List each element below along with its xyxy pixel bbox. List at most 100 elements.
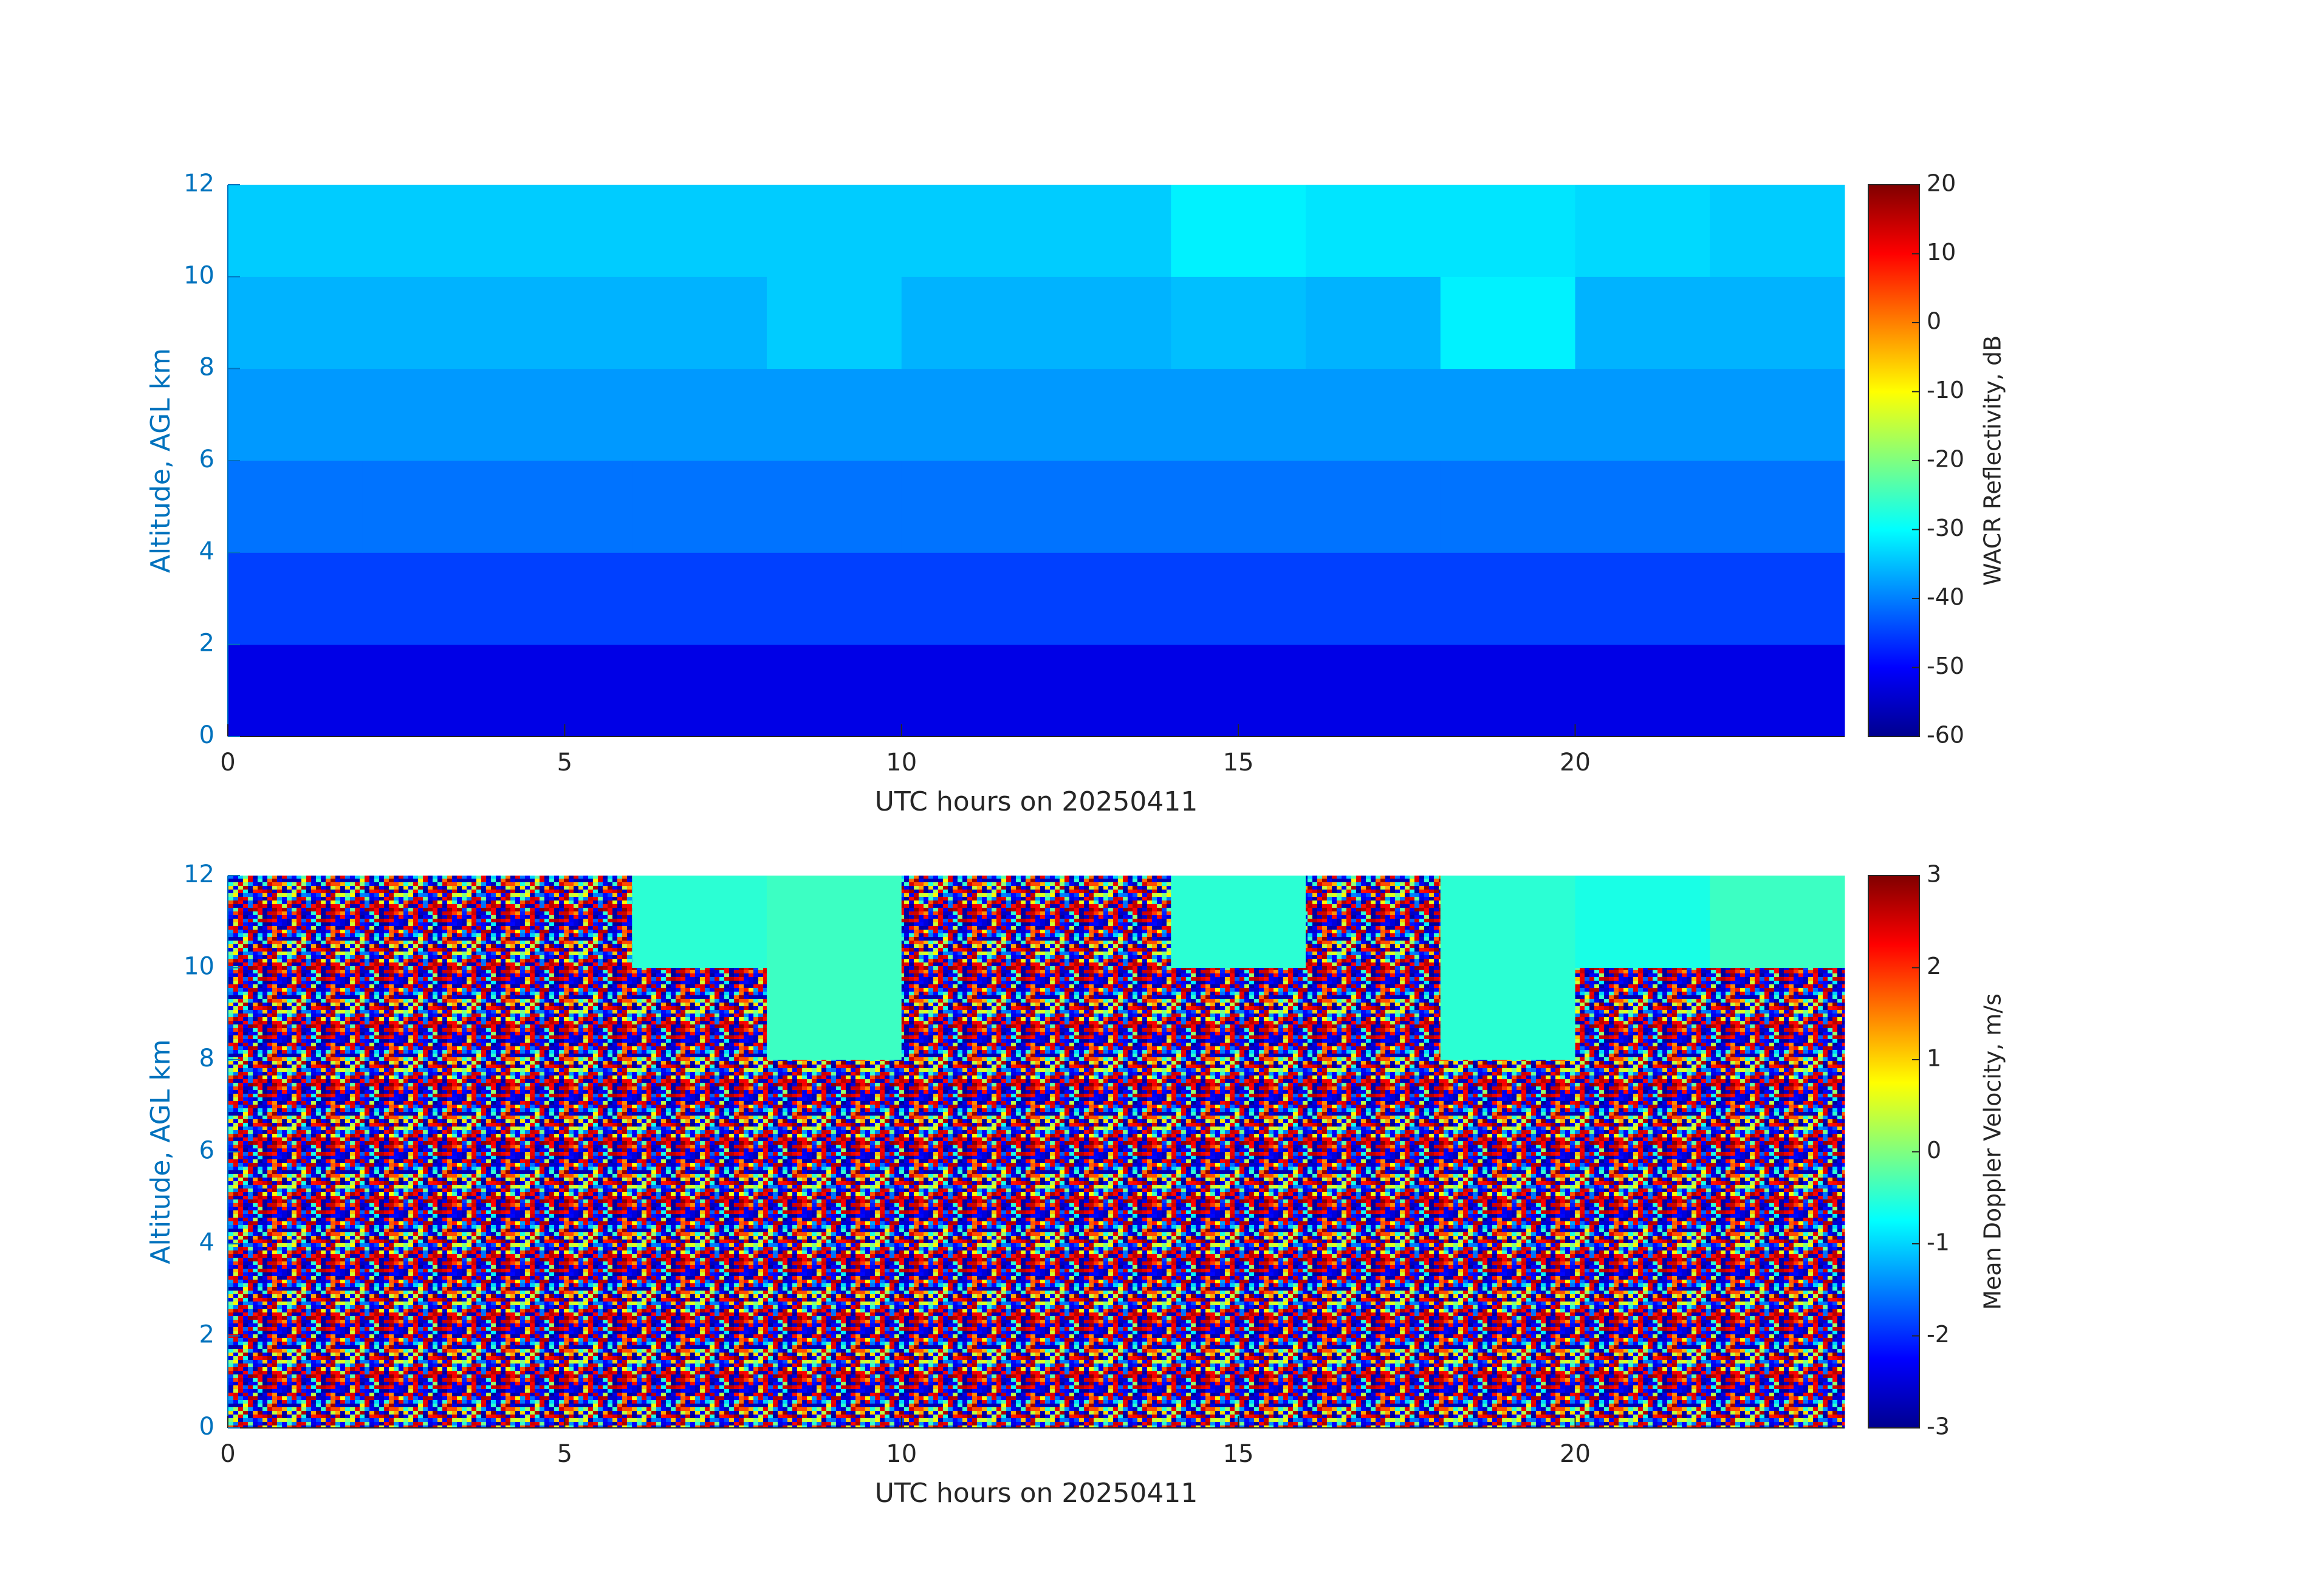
x-tick-label: 5 bbox=[557, 1440, 572, 1468]
noise-region bbox=[1710, 1151, 1845, 1244]
noise-region bbox=[362, 876, 498, 968]
x-tick-label: 10 bbox=[886, 1440, 917, 1468]
noise-region bbox=[228, 1244, 363, 1336]
heatmap-cell bbox=[1575, 644, 1710, 737]
noise-region bbox=[1440, 1244, 1575, 1336]
heatmap-cell bbox=[497, 368, 632, 461]
heatmap-cell bbox=[632, 185, 767, 277]
heatmap-cell bbox=[228, 461, 363, 553]
heatmap-cell bbox=[228, 276, 363, 369]
noise-region bbox=[901, 876, 1037, 968]
heatmap-cell bbox=[362, 644, 498, 737]
noise-region bbox=[228, 876, 363, 968]
heatmap-cell bbox=[362, 552, 498, 645]
noise-region bbox=[632, 1151, 767, 1244]
noise-region bbox=[901, 1336, 1037, 1429]
noise-region bbox=[1306, 1151, 1441, 1244]
noise-region bbox=[1171, 1244, 1306, 1336]
heatmap-cell bbox=[767, 185, 902, 277]
heatmap-cell bbox=[767, 552, 902, 645]
y-tick-label: 2 bbox=[199, 629, 214, 657]
heatmap-cell bbox=[1440, 876, 1575, 968]
heatmap-cell bbox=[1710, 276, 1845, 369]
heatmap-cell bbox=[362, 276, 498, 369]
heatmap-cell bbox=[1575, 552, 1710, 645]
heatmap-cell bbox=[1575, 276, 1710, 369]
colorbar-tick-label: -10 bbox=[1927, 377, 1964, 403]
x-tick-label: 0 bbox=[220, 1440, 235, 1468]
noise-region bbox=[1710, 1336, 1845, 1429]
colorbar-tick-label: -40 bbox=[1927, 584, 1964, 611]
colorbar-label: WACR Reflectivity, dB bbox=[1980, 335, 2006, 586]
noise-region bbox=[1575, 967, 1710, 1060]
noise-region bbox=[497, 1151, 632, 1244]
y-tick-label: 12 bbox=[183, 860, 214, 888]
x-axis-label: UTC hours on 20250411 bbox=[875, 1478, 1198, 1509]
noise-region bbox=[497, 967, 632, 1060]
noise-region bbox=[1036, 1244, 1171, 1336]
colorbar-tick-label: 20 bbox=[1927, 170, 1956, 197]
x-tick-label: 15 bbox=[1223, 1440, 1254, 1468]
heatmap-cell bbox=[362, 368, 498, 461]
noise-region bbox=[767, 1060, 902, 1152]
noise-region bbox=[1036, 876, 1171, 968]
heatmap-cell bbox=[901, 644, 1037, 737]
y-axis-label: Altitude, AGL km bbox=[145, 348, 176, 573]
heatmap-cell bbox=[228, 185, 363, 277]
y-tick-label: 10 bbox=[183, 953, 214, 981]
y-tick-label: 4 bbox=[199, 537, 214, 565]
heatmap-cell bbox=[1036, 552, 1171, 645]
x-tick-label: 20 bbox=[1560, 749, 1591, 777]
colorbar-tick-label: 10 bbox=[1927, 239, 1956, 266]
noise-region bbox=[1440, 1336, 1575, 1429]
noise-region bbox=[1575, 1151, 1710, 1244]
noise-region bbox=[1171, 967, 1306, 1060]
noise-region bbox=[1306, 1244, 1441, 1336]
noise-region bbox=[1171, 1060, 1306, 1152]
x-axis-label: UTC hours on 20250411 bbox=[875, 786, 1198, 817]
colorbar bbox=[1868, 184, 1920, 737]
colorbar-tick-label: -50 bbox=[1927, 653, 1964, 679]
colorbar-tick-label: -20 bbox=[1927, 446, 1964, 473]
heatmap-cell bbox=[1710, 461, 1845, 553]
noise-region bbox=[1710, 1244, 1845, 1336]
colorbar-tick-label: 3 bbox=[1927, 861, 1941, 888]
heatmap-cell bbox=[767, 276, 902, 369]
heatmap-cell bbox=[767, 876, 902, 968]
colorbar-tick-label: -3 bbox=[1927, 1413, 1950, 1440]
x-tick-label: 20 bbox=[1560, 1440, 1591, 1468]
heatmap-cell bbox=[767, 967, 902, 1060]
noise-region bbox=[228, 1151, 363, 1244]
noise-region bbox=[362, 967, 498, 1060]
y-tick-label: 0 bbox=[199, 1413, 214, 1441]
heatmap-cell bbox=[1171, 368, 1306, 461]
heatmap-cell bbox=[497, 461, 632, 553]
heatmap-cell bbox=[1710, 644, 1845, 737]
colorbar-tick-label: 2 bbox=[1927, 953, 1941, 979]
heatmap-cell bbox=[1440, 276, 1575, 369]
heatmap-cell bbox=[632, 461, 767, 553]
y-tick-label: 4 bbox=[199, 1229, 214, 1257]
y-axis-label: Altitude, AGL km bbox=[145, 1039, 176, 1264]
noise-region bbox=[1036, 1060, 1171, 1152]
heatmap-cell bbox=[1306, 552, 1441, 645]
noise-region bbox=[901, 1151, 1037, 1244]
noise-region bbox=[1575, 1244, 1710, 1336]
heatmap-cell bbox=[497, 185, 632, 277]
heatmap-cell bbox=[1171, 276, 1306, 369]
heatmap-cell bbox=[901, 552, 1037, 645]
noise-region bbox=[1306, 876, 1441, 968]
noise-region bbox=[1575, 1060, 1710, 1152]
colorbar bbox=[1868, 875, 1920, 1429]
heatmap-cell bbox=[901, 461, 1037, 553]
heatmap-cell bbox=[1575, 368, 1710, 461]
heatmap-cell bbox=[1575, 876, 1710, 968]
heatmap-cell bbox=[1710, 368, 1845, 461]
noise-region bbox=[1306, 1060, 1441, 1152]
noise-region bbox=[632, 1336, 767, 1429]
noise-region bbox=[1306, 1336, 1441, 1429]
noise-region bbox=[1036, 1151, 1171, 1244]
heatmap-cell bbox=[632, 552, 767, 645]
noise-region bbox=[1036, 967, 1171, 1060]
